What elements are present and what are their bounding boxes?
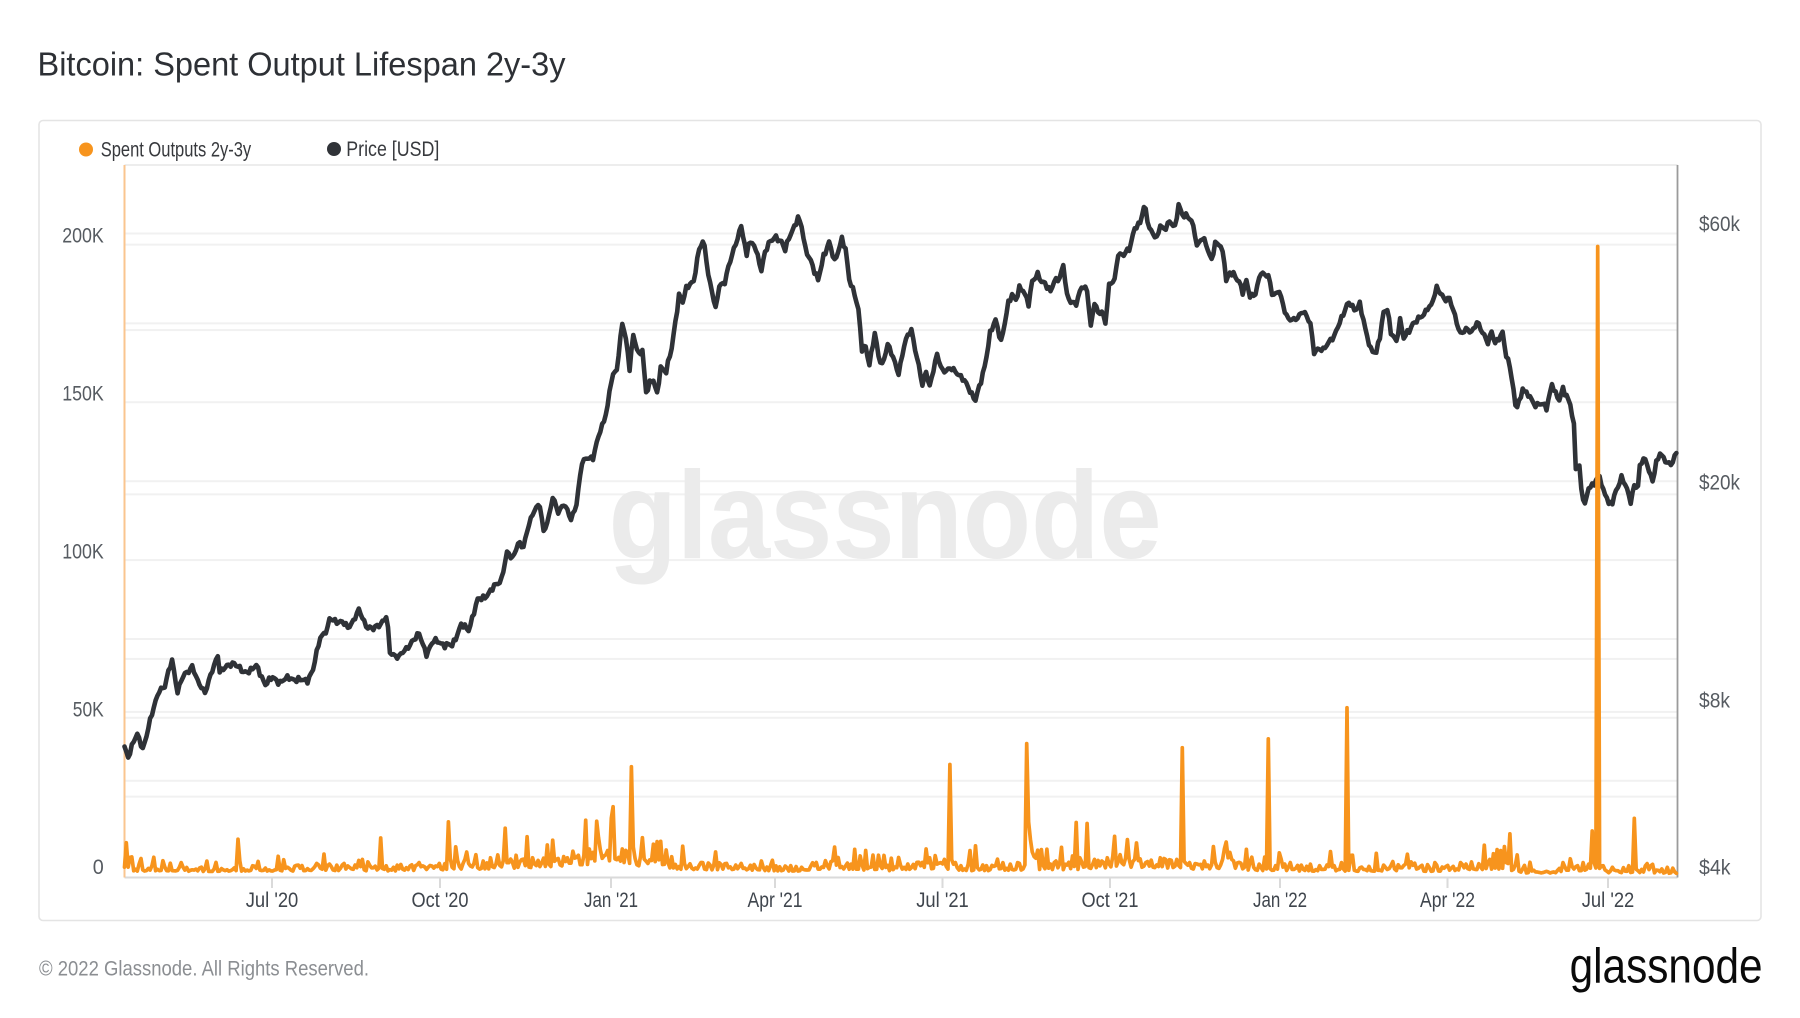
- svg-text:$4k: $4k: [1699, 857, 1731, 880]
- svg-text:glassnode: glassnode: [1570, 939, 1763, 994]
- svg-text:© 2022 Glassnode. All Rights R: © 2022 Glassnode. All Rights Reserved.: [39, 958, 369, 981]
- svg-text:Jan '22: Jan '22: [1253, 889, 1307, 912]
- svg-text:Jul '20: Jul '20: [246, 889, 299, 912]
- svg-text:Price [USD]: Price [USD]: [346, 138, 439, 161]
- svg-text:150K: 150K: [62, 383, 104, 406]
- svg-text:100K: 100K: [62, 541, 104, 564]
- svg-text:50K: 50K: [73, 699, 104, 722]
- svg-text:$60k: $60k: [1699, 213, 1740, 236]
- svg-text:Bitcoin: Spent Output Lifespan: Bitcoin: Spent Output Lifespan 2y-3y: [38, 46, 566, 83]
- svg-text:$20k: $20k: [1699, 472, 1740, 495]
- svg-text:Apr '22: Apr '22: [1420, 889, 1475, 912]
- svg-text:Spent Outputs 2y-3y: Spent Outputs 2y-3y: [101, 139, 252, 162]
- svg-text:$8k: $8k: [1699, 690, 1730, 713]
- svg-text:Jan '21: Jan '21: [584, 889, 638, 912]
- svg-text:0: 0: [93, 856, 104, 879]
- svg-text:Oct '20: Oct '20: [412, 889, 469, 912]
- svg-text:Jul '21: Jul '21: [916, 889, 969, 912]
- svg-text:Jul '22: Jul '22: [1582, 889, 1635, 912]
- svg-text:glassnode: glassnode: [609, 447, 1162, 585]
- svg-text:200K: 200K: [62, 225, 104, 248]
- svg-text:Apr '21: Apr '21: [748, 889, 803, 912]
- svg-text:Oct '21: Oct '21: [1082, 889, 1139, 912]
